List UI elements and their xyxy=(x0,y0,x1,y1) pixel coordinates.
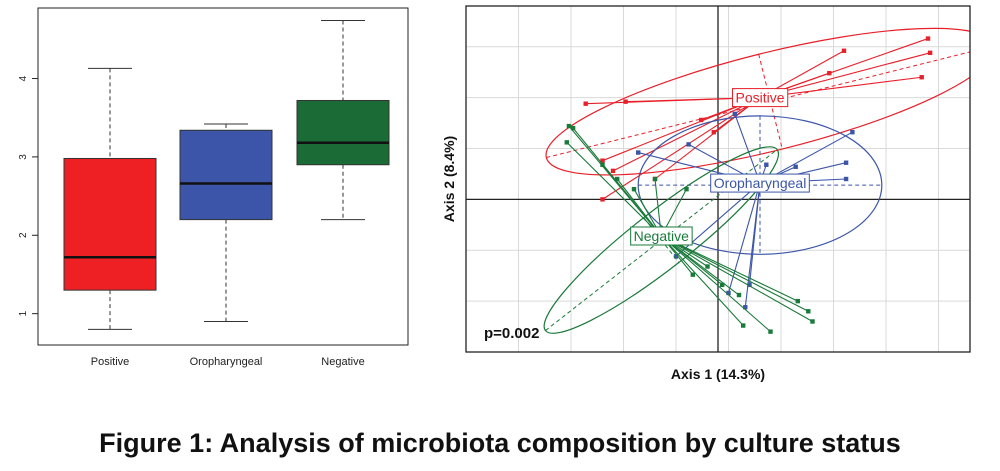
group-label: Negative xyxy=(630,226,693,246)
y-tick-label: 3 xyxy=(18,154,29,160)
data-point xyxy=(636,150,641,155)
y-tick-label: 4 xyxy=(18,75,29,81)
centroid-spoke xyxy=(660,235,771,333)
p-value-annotation: p=0.002 xyxy=(484,325,539,342)
group-label-box xyxy=(630,226,693,246)
y-axis-label: Axis 2 (8.4%) xyxy=(441,136,457,222)
data-point xyxy=(919,75,924,80)
data-point xyxy=(768,329,773,334)
group-label-box xyxy=(731,88,789,108)
pcoa-chart: Positive Oropharyngeal Negative p=0.002 Axis… xyxy=(441,5,971,382)
data-point xyxy=(600,158,605,163)
data-point xyxy=(732,111,737,117)
data-point xyxy=(600,162,605,167)
data-point xyxy=(841,48,847,53)
group-label-text: Negative xyxy=(634,228,689,244)
data-point xyxy=(743,305,748,310)
data-point xyxy=(927,50,933,56)
data-point xyxy=(564,140,569,145)
plot-frame xyxy=(37,7,409,346)
data-point xyxy=(747,282,752,288)
data-point xyxy=(843,160,849,165)
group-label: Positive xyxy=(731,88,789,108)
data-point xyxy=(684,186,689,192)
data-point xyxy=(570,125,576,131)
ellipse-major-axis xyxy=(546,51,970,159)
x-axis-label: Axis 1 (14.3%) xyxy=(671,366,765,382)
y-tick-label: 1 xyxy=(18,310,29,316)
group-label-box xyxy=(710,173,810,193)
data-point xyxy=(615,176,620,182)
centroid-spoke xyxy=(661,235,799,302)
data-point xyxy=(610,168,616,174)
data-point xyxy=(741,323,746,328)
centroid-spoke xyxy=(566,141,662,237)
box xyxy=(179,129,273,221)
data-point xyxy=(600,197,605,202)
group-label: Oropharyngeal xyxy=(710,173,810,193)
data-point xyxy=(705,264,710,269)
centroid-spoke xyxy=(661,235,813,322)
group-label-text: Oropharyngeal xyxy=(714,175,807,191)
ellipse-minor-axis xyxy=(758,54,783,150)
data-point xyxy=(925,36,931,41)
x-category-label: Positive xyxy=(91,356,130,368)
data-point xyxy=(827,70,832,76)
data-point xyxy=(736,292,742,298)
group-label-text: Positive xyxy=(735,90,784,106)
data-point xyxy=(673,254,679,259)
data-point xyxy=(623,99,628,104)
data-point xyxy=(686,142,691,147)
data-point xyxy=(583,101,588,106)
centroid-spoke xyxy=(660,235,740,296)
centroid-spoke xyxy=(727,182,761,294)
centroid-spoke xyxy=(734,113,761,184)
plot-frame xyxy=(465,5,971,353)
data-point xyxy=(726,290,731,296)
centroid-spoke xyxy=(660,235,744,326)
x-category-label: Negative xyxy=(321,356,364,368)
data-point xyxy=(806,309,811,314)
data-point xyxy=(720,282,725,288)
data-point xyxy=(690,272,695,277)
data-point xyxy=(652,176,658,182)
boxplot-chart: 1 2 3 4 Positive Oropharyngeal Negative xyxy=(18,7,409,368)
box xyxy=(63,157,157,291)
data-point xyxy=(810,319,815,324)
data-point xyxy=(699,117,704,123)
centroid-spoke xyxy=(612,97,761,172)
figure-caption: Figure 1: Analysis of microbiota composi… xyxy=(99,428,901,458)
data-point xyxy=(843,176,849,182)
centroid-spoke xyxy=(654,97,761,180)
y-tick-label: 2 xyxy=(18,232,29,238)
data-point xyxy=(711,129,716,135)
data-point xyxy=(793,164,798,169)
data-point xyxy=(764,162,769,167)
data-point xyxy=(850,129,855,135)
data-point xyxy=(795,298,800,304)
data-point xyxy=(566,123,572,129)
box xyxy=(296,99,390,166)
centroid-spoke xyxy=(759,52,931,99)
centroid-spoke xyxy=(661,235,809,312)
data-point xyxy=(631,186,637,192)
x-category-label: Oropharyngeal xyxy=(190,356,263,368)
centroid-spoke xyxy=(602,97,761,162)
